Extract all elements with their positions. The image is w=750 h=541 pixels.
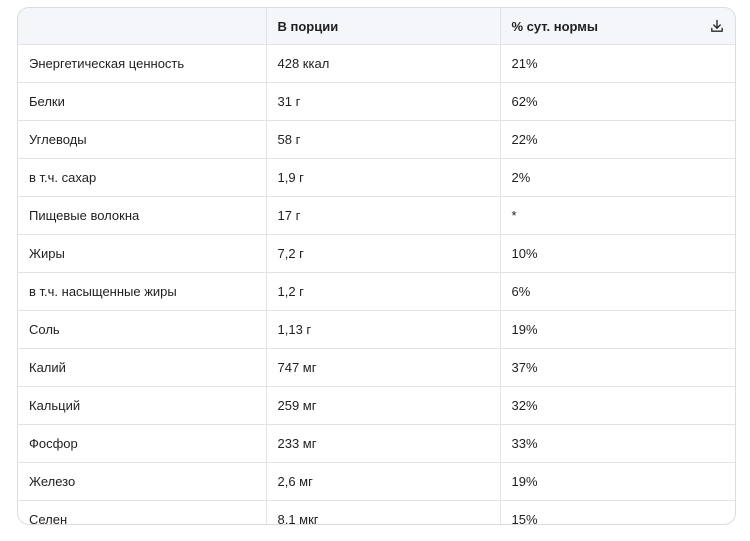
cell-nutrient: Энергетическая ценность (18, 44, 267, 83)
header-daily-value: % сут. нормы (500, 8, 735, 45)
cell-daily-value: 2% (500, 158, 735, 197)
cell-nutrient: Кальций (18, 386, 267, 425)
cell-daily-value: 22% (500, 120, 735, 159)
cell-per-serving: 747 мг (266, 348, 501, 387)
table-row: Калий 747 мг 37% (18, 348, 735, 387)
cell-per-serving: 8,1 мкг (266, 500, 501, 524)
cell-per-serving: 1,13 г (266, 310, 501, 349)
table-row: Селен 8,1 мкг 15% (18, 500, 735, 525)
cell-nutrient: в т.ч. сахар (18, 158, 267, 197)
cell-nutrient: Фосфор (18, 424, 267, 463)
table-row: Кальций 259 мг 32% (18, 386, 735, 425)
table-row: Белки 31 г 62% (18, 82, 735, 121)
header-nutrient (18, 8, 267, 45)
nutrition-table: В порции % сут. нормы Энергетическая цен… (18, 8, 735, 525)
cell-daily-value: 62% (500, 82, 735, 121)
cell-per-serving: 1,9 г (266, 158, 501, 197)
table-row: в т.ч. сахар 1,9 г 2% (18, 158, 735, 197)
cell-nutrient: Соль (18, 310, 267, 349)
header-per-serving: В порции (266, 8, 501, 45)
nutrition-table-container: В порции % сут. нормы Энергетическая цен… (17, 7, 736, 525)
table-row: Соль 1,13 г 19% (18, 310, 735, 349)
cell-nutrient: Жиры (18, 234, 267, 273)
cell-nutrient: Селен (18, 500, 267, 524)
cell-nutrient: в т.ч. насыщенные жиры (18, 272, 267, 311)
table-row: Энергетическая ценность 428 ккал 21% (18, 44, 735, 83)
cell-per-serving: 31 г (266, 82, 501, 121)
cell-per-serving: 17 г (266, 196, 501, 235)
cell-daily-value: 21% (500, 44, 735, 83)
cell-per-serving: 2,6 мг (266, 462, 501, 501)
cell-daily-value: 6% (500, 272, 735, 311)
cell-nutrient: Калий (18, 348, 267, 387)
cell-per-serving: 7,2 г (266, 234, 501, 273)
cell-nutrient: Углеводы (18, 120, 267, 159)
cell-nutrient: Пищевые волокна (18, 196, 267, 235)
table-row: Жиры 7,2 г 10% (18, 234, 735, 273)
cell-per-serving: 259 мг (266, 386, 501, 425)
cell-daily-value: 37% (500, 348, 735, 387)
table-row: Пищевые волокна 17 г * (18, 196, 735, 235)
cell-daily-value: * (500, 196, 735, 235)
cell-per-serving: 428 ккал (266, 44, 501, 83)
cell-per-serving: 233 мг (266, 424, 501, 463)
cell-daily-value: 32% (500, 386, 735, 425)
download-icon (711, 19, 723, 32)
cell-nutrient: Железо (18, 462, 267, 501)
table-row: Фосфор 233 мг 33% (18, 424, 735, 463)
table-row: Железо 2,6 мг 19% (18, 462, 735, 501)
cell-daily-value: 19% (500, 310, 735, 349)
header-daily-value-label: % сут. нормы (511, 18, 599, 34)
cell-nutrient: Белки (18, 82, 267, 121)
cell-daily-value: 33% (500, 424, 735, 463)
download-button[interactable] (708, 17, 726, 35)
table-row: в т.ч. насыщенные жиры 1,2 г 6% (18, 272, 735, 311)
table-header-row: В порции % сут. нормы (18, 8, 735, 45)
cell-daily-value: 10% (500, 234, 735, 273)
cell-per-serving: 58 г (266, 120, 501, 159)
table-row: Углеводы 58 г 22% (18, 120, 735, 159)
cell-daily-value: 19% (500, 462, 735, 501)
cell-daily-value: 15% (511, 512, 538, 525)
cell-per-serving: 1,2 г (266, 272, 501, 311)
